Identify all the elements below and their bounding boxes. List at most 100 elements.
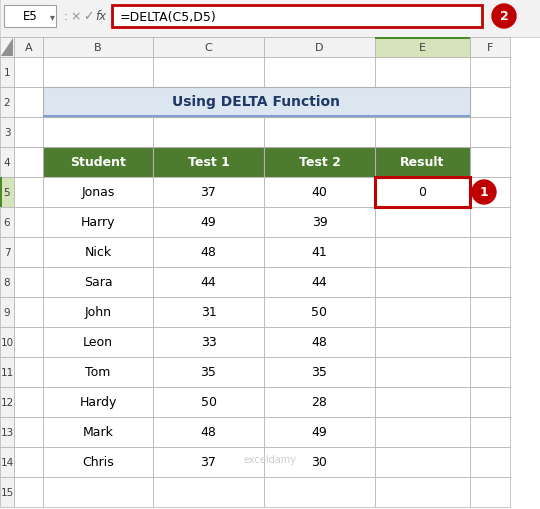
Text: 44: 44 (312, 276, 327, 289)
Bar (43, 148, 153, 178)
Text: Jonas: Jonas (82, 186, 114, 199)
Bar (0, 178, 14, 208)
Bar (375, 297, 470, 327)
Text: 6: 6 (4, 217, 10, 228)
Bar (153, 58, 264, 88)
Text: 1: 1 (4, 68, 10, 78)
Bar (0, 118, 14, 148)
Bar (153, 208, 264, 238)
Text: Harry: Harry (81, 216, 115, 229)
Bar (0, 357, 14, 387)
Circle shape (492, 5, 516, 29)
Text: fx: fx (96, 11, 106, 23)
Bar (153, 357, 264, 387)
Text: Tom: Tom (85, 366, 111, 379)
Bar (264, 208, 375, 238)
Bar (264, 148, 375, 178)
Bar (153, 387, 264, 417)
Text: 35: 35 (200, 366, 217, 379)
Bar (43, 118, 153, 148)
Bar (43, 387, 153, 417)
Text: 40: 40 (312, 186, 327, 199)
Bar (14, 387, 43, 417)
Bar (153, 327, 264, 357)
Bar (43, 267, 153, 297)
Bar (14, 178, 43, 208)
Bar (43, 477, 153, 507)
Bar (0, 88, 14, 118)
Text: 3: 3 (4, 128, 10, 138)
Bar (153, 148, 264, 178)
Text: 28: 28 (312, 395, 327, 409)
Bar (153, 38, 264, 58)
Text: 8: 8 (4, 277, 10, 288)
Bar (375, 38, 470, 40)
Bar (43, 208, 153, 238)
Bar (43, 178, 153, 208)
Text: 5: 5 (4, 188, 10, 197)
Bar (470, 417, 510, 447)
Text: 15: 15 (1, 487, 14, 497)
Bar (264, 267, 375, 297)
Text: Nick: Nick (84, 246, 112, 259)
Bar (14, 88, 43, 118)
Bar (153, 208, 264, 238)
Bar (4, 6, 56, 28)
Text: 50: 50 (312, 306, 327, 319)
Bar (375, 178, 470, 208)
Bar (264, 357, 375, 387)
Bar (153, 178, 264, 208)
Bar (375, 417, 470, 447)
Bar (14, 38, 43, 58)
Text: 10: 10 (1, 337, 14, 347)
Text: Test 1: Test 1 (187, 156, 230, 169)
Bar (470, 118, 510, 148)
Text: 44: 44 (201, 276, 217, 289)
Bar (153, 357, 264, 387)
Bar (0, 238, 14, 267)
Bar (375, 477, 470, 507)
Circle shape (472, 181, 496, 205)
Text: 2: 2 (500, 11, 508, 23)
Bar (264, 447, 375, 477)
Bar (375, 327, 470, 357)
Bar (43, 447, 153, 477)
Bar (43, 58, 153, 88)
Bar (375, 148, 470, 178)
Bar (43, 447, 153, 477)
Text: Mark: Mark (83, 426, 113, 439)
Text: 9: 9 (4, 307, 10, 318)
Bar (264, 297, 375, 327)
Text: 35: 35 (312, 366, 327, 379)
Text: 11: 11 (1, 367, 14, 377)
Bar (470, 178, 510, 208)
Bar (264, 238, 375, 267)
Bar (43, 238, 153, 267)
Bar (153, 387, 264, 417)
Bar (112, 6, 482, 28)
Bar (264, 297, 375, 327)
Bar (14, 58, 43, 88)
Text: 37: 37 (200, 456, 217, 469)
Bar (264, 118, 375, 148)
Bar (0, 208, 14, 238)
Bar (375, 208, 470, 238)
Bar (375, 118, 470, 148)
Bar (375, 387, 470, 417)
Text: 49: 49 (201, 216, 217, 229)
Bar (470, 58, 510, 88)
Text: exceldamy: exceldamy (244, 454, 296, 464)
Bar (43, 178, 153, 208)
Bar (375, 238, 470, 267)
Bar (470, 238, 510, 267)
Bar (0, 447, 14, 477)
Text: 30: 30 (312, 456, 327, 469)
Bar (264, 238, 375, 267)
Bar (264, 327, 375, 357)
Bar (153, 88, 264, 118)
Bar (470, 297, 510, 327)
Bar (0, 417, 14, 447)
Bar (0, 58, 14, 88)
Text: Leon: Leon (83, 336, 113, 349)
Bar (264, 58, 375, 88)
